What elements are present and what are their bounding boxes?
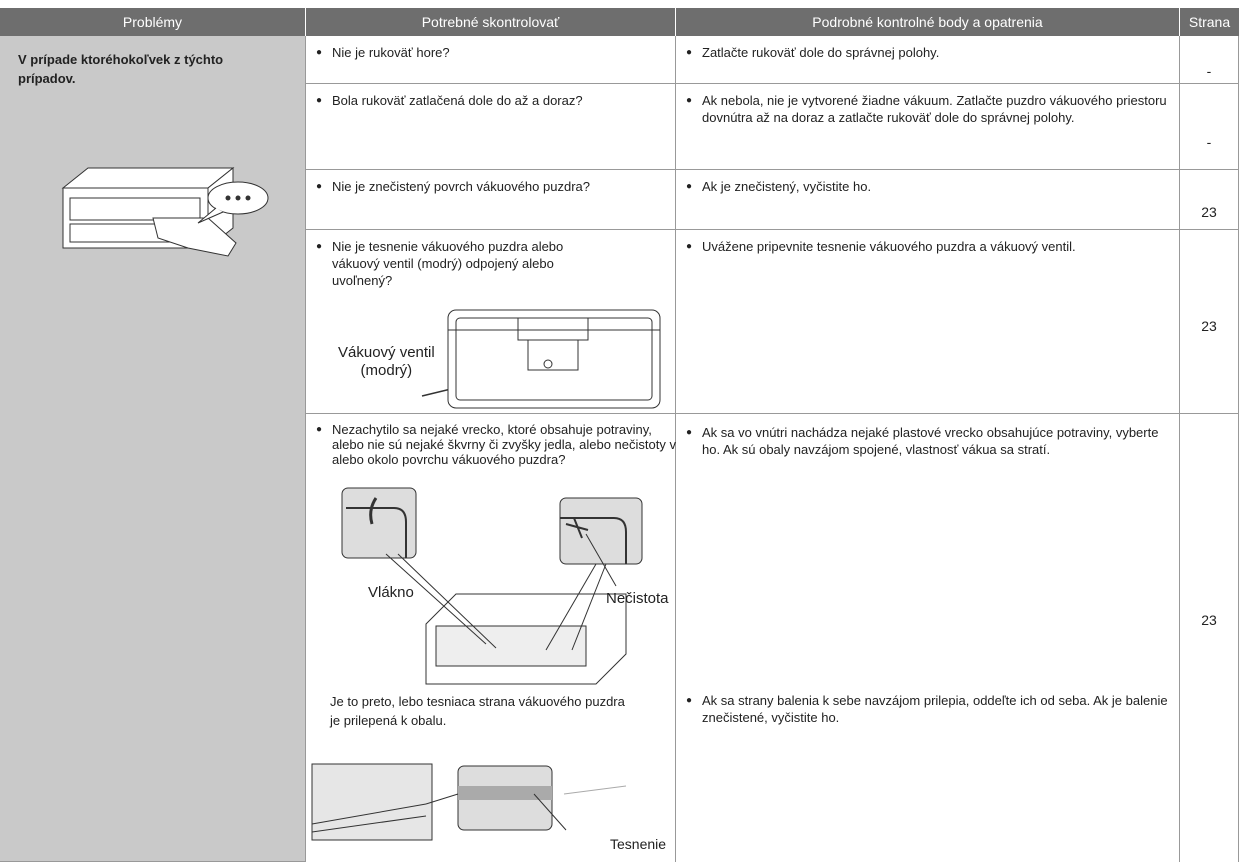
check-text: Nie je tesnenie vákuového puzdra alebo v…: [314, 238, 602, 289]
action-cell: Uvážene pripevnite tesnenie vákuového pu…: [676, 230, 1180, 414]
illustration-label: Tesnenie: [610, 836, 667, 852]
page-cell: -: [1180, 36, 1239, 84]
illustration: [311, 487, 643, 841]
header-cell: Potrebné skontrolovať: [306, 8, 676, 36]
action-text: Zatlačte rukoväť dole do správnej polohy…: [684, 44, 1182, 61]
illustration: [421, 309, 661, 409]
action-cell: Zatlačte rukoväť dole do správnej polohy…: [676, 36, 1180, 84]
callout-line: (modrý): [360, 362, 413, 379]
illustration-label: Nečistota: [606, 590, 669, 607]
action-text: Ak sa strany balenia k sebe navzájom pri…: [684, 692, 1172, 726]
action-text: Ak nebola, nie je vytvorené žiadne vákuu…: [684, 92, 1172, 126]
illustration: [61, 166, 269, 257]
page-cell: 23: [1180, 170, 1239, 230]
check-cell: Nie je tesnenie vákuového puzdra alebo v…: [306, 230, 676, 414]
check-text: Bola rukoväť zatlačená dole do až a dora…: [314, 92, 682, 109]
check-cell: Bola rukoväť zatlačená dole do až a dora…: [306, 84, 676, 170]
page-cell: 23: [1180, 230, 1239, 414]
header-cell: Problémy: [0, 8, 306, 36]
page-cell: -: [1180, 84, 1239, 170]
check-text: Nie je znečistený povrch vákuového puzdr…: [314, 178, 682, 195]
callout-line: Vákuový ventil: [338, 344, 435, 361]
callout-label: Vákuový ventil (modrý): [338, 344, 435, 380]
action-cell: Ak je znečistený, vyčistite ho.: [676, 170, 1180, 230]
header-cell: Podrobné kontrolné body a opatrenia: [676, 8, 1180, 36]
page-cell: 23: [1180, 414, 1239, 862]
header-cell: Strana: [1180, 8, 1239, 36]
illustration-label: Vlákno: [368, 584, 414, 601]
check-text: Nezachytilo sa nejaké vrecko, ktoré obsa…: [314, 422, 682, 467]
action-cell: Ak nebola, nie je vytvorené žiadne vákuu…: [676, 84, 1180, 170]
check-cell: Nie je znečistený povrch vákuového puzdr…: [306, 170, 676, 230]
problem-cell: V prípade ktoréhokoľvek z týchto prípado…: [0, 36, 306, 862]
note-text: Je to preto, lebo tesniaca strana vákuov…: [330, 694, 625, 728]
check-cell: Nezachytilo sa nejaké vrecko, ktoré obsa…: [306, 414, 676, 862]
action-text: Uvážene pripevnite tesnenie vákuového pu…: [684, 238, 1192, 255]
problem-text: V prípade ktoréhokoľvek z týchto prípado…: [18, 52, 224, 86]
action-text: Ak je znečistený, vyčistite ho.: [684, 178, 1182, 195]
check-text: Nie je rukoväť hore?: [314, 44, 682, 61]
action-text: Ak sa vo vnútri nachádza nejaké plastové…: [684, 424, 1172, 458]
check-cell: Nie je rukoväť hore?: [306, 36, 676, 84]
action-cell: Ak sa vo vnútri nachádza nejaké plastové…: [676, 414, 1180, 862]
